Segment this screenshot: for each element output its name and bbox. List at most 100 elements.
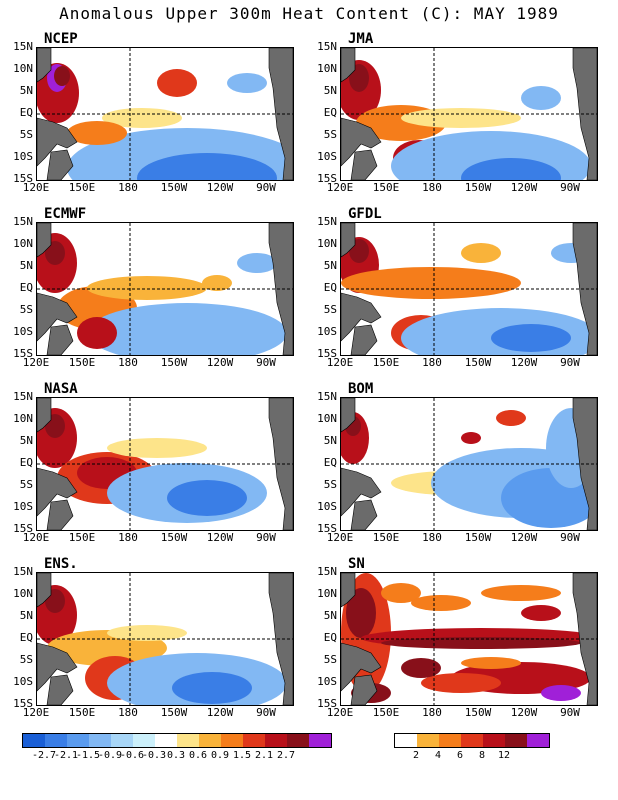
longitude-label: 120W (510, 706, 538, 719)
latitude-label: 10S (317, 675, 337, 688)
longitude-label: 90W (560, 706, 580, 719)
latitude-label: 5N (323, 84, 337, 97)
anomaly-region (237, 253, 277, 273)
longitude-label: 180 (422, 531, 442, 544)
latitude-label: 15S (317, 172, 337, 185)
latitude-label: 5S (323, 478, 337, 491)
land-mass (572, 223, 597, 355)
latitude-label: 15N (13, 390, 33, 403)
colorbar-swatch (199, 734, 221, 747)
longitude-label: 120W (510, 356, 538, 369)
land-mass (350, 674, 378, 705)
colorbar-swatch (89, 734, 111, 747)
longitude-label: 150E (372, 356, 400, 369)
longitude-label: 150W (160, 181, 188, 194)
latitude-label: 10N (317, 62, 337, 75)
latitude-label: EQ (323, 281, 337, 294)
latitude-label: 5S (19, 653, 33, 666)
land-mass (46, 149, 74, 180)
latitude-label: 10S (13, 150, 33, 163)
longitude-label: 120E (326, 531, 354, 544)
anomaly-region (461, 657, 521, 669)
colorbar-label: 6 (456, 750, 464, 761)
land-mass (46, 499, 74, 530)
longitude-label: 90W (256, 706, 276, 719)
longitude-label: 90W (256, 531, 276, 544)
anomaly-region (401, 108, 521, 128)
colorbar-label: 12 (497, 750, 511, 761)
latitude-label: 15S (13, 697, 33, 710)
colorbar-swatch (287, 734, 309, 747)
longitude-label: 120E (22, 356, 50, 369)
longitude-label: 180 (118, 356, 138, 369)
land-mass (341, 573, 356, 608)
anomaly-region (461, 158, 561, 180)
longitude-label: 120W (206, 181, 234, 194)
land-mass (37, 573, 52, 608)
longitude-label: 150W (160, 531, 188, 544)
latitude-label: 10N (13, 237, 33, 250)
anomaly-map (36, 222, 294, 356)
colorbar-swatch (133, 734, 155, 747)
latitude-label: 15S (13, 172, 33, 185)
colorbar-label: 0.9 (210, 750, 230, 761)
longitude-label: 180 (118, 706, 138, 719)
anomaly-region (54, 66, 70, 86)
latitude-label: 15S (317, 697, 337, 710)
latitude-label: 5S (323, 128, 337, 141)
longitude-label: 90W (560, 181, 580, 194)
anomaly-region (341, 267, 521, 299)
land-mass (37, 398, 52, 433)
latitude-label: 15N (317, 215, 337, 228)
latitude-label: 10N (13, 412, 33, 425)
latitude-label: 5N (19, 434, 33, 447)
longitude-label: 150W (464, 181, 492, 194)
latitude-label: 15N (13, 40, 33, 53)
longitude-label: 150W (160, 356, 188, 369)
colorbar-swatch (395, 734, 417, 747)
land-mass (46, 674, 74, 705)
latitude-label: 10S (13, 675, 33, 688)
latitude-label: 15S (317, 347, 337, 360)
panel-title: JMA (348, 31, 374, 47)
latitude-label: 15N (13, 215, 33, 228)
colorbar-swatch (461, 734, 483, 747)
colorbar-swatch (439, 734, 461, 747)
anomaly-region (77, 317, 117, 349)
longitude-label: 120W (206, 356, 234, 369)
land-mass (350, 149, 378, 180)
longitude-label: 120W (206, 706, 234, 719)
colorbar-swatch (177, 734, 199, 747)
anomaly-region (227, 73, 267, 93)
land-mass (341, 117, 382, 167)
land-mass (572, 398, 597, 530)
latitude-label: 5N (19, 259, 33, 272)
anomaly-region (172, 672, 252, 704)
land-mass (37, 292, 78, 342)
anomaly-map (36, 47, 294, 181)
colorbar-label: 8 (478, 750, 486, 761)
land-mass (37, 223, 52, 258)
colorbar-swatches (22, 733, 332, 748)
colorbar-swatch (483, 734, 505, 747)
latitude-label: 10N (13, 587, 33, 600)
latitude-label: 5S (19, 478, 33, 491)
colorbar-label: -0.6 (119, 750, 145, 761)
latitude-label: 15S (13, 347, 33, 360)
colorbar-label: -2.7 (31, 750, 57, 761)
colorbar-swatch (527, 734, 549, 747)
latitude-label: EQ (19, 281, 33, 294)
anomaly-region (521, 605, 561, 621)
latitude-label: EQ (323, 106, 337, 119)
longitude-label: 150E (372, 531, 400, 544)
longitude-label: 150E (68, 181, 96, 194)
longitude-label: 120E (22, 181, 50, 194)
land-mass (268, 223, 293, 355)
colorbar-swatch (221, 734, 243, 747)
longitude-label: 90W (256, 356, 276, 369)
colorbar-label: 0.3 (166, 750, 186, 761)
latitude-label: EQ (19, 631, 33, 644)
panel-title: ECMWF (44, 206, 87, 222)
longitude-label: 180 (118, 531, 138, 544)
anomaly-map (340, 222, 598, 356)
